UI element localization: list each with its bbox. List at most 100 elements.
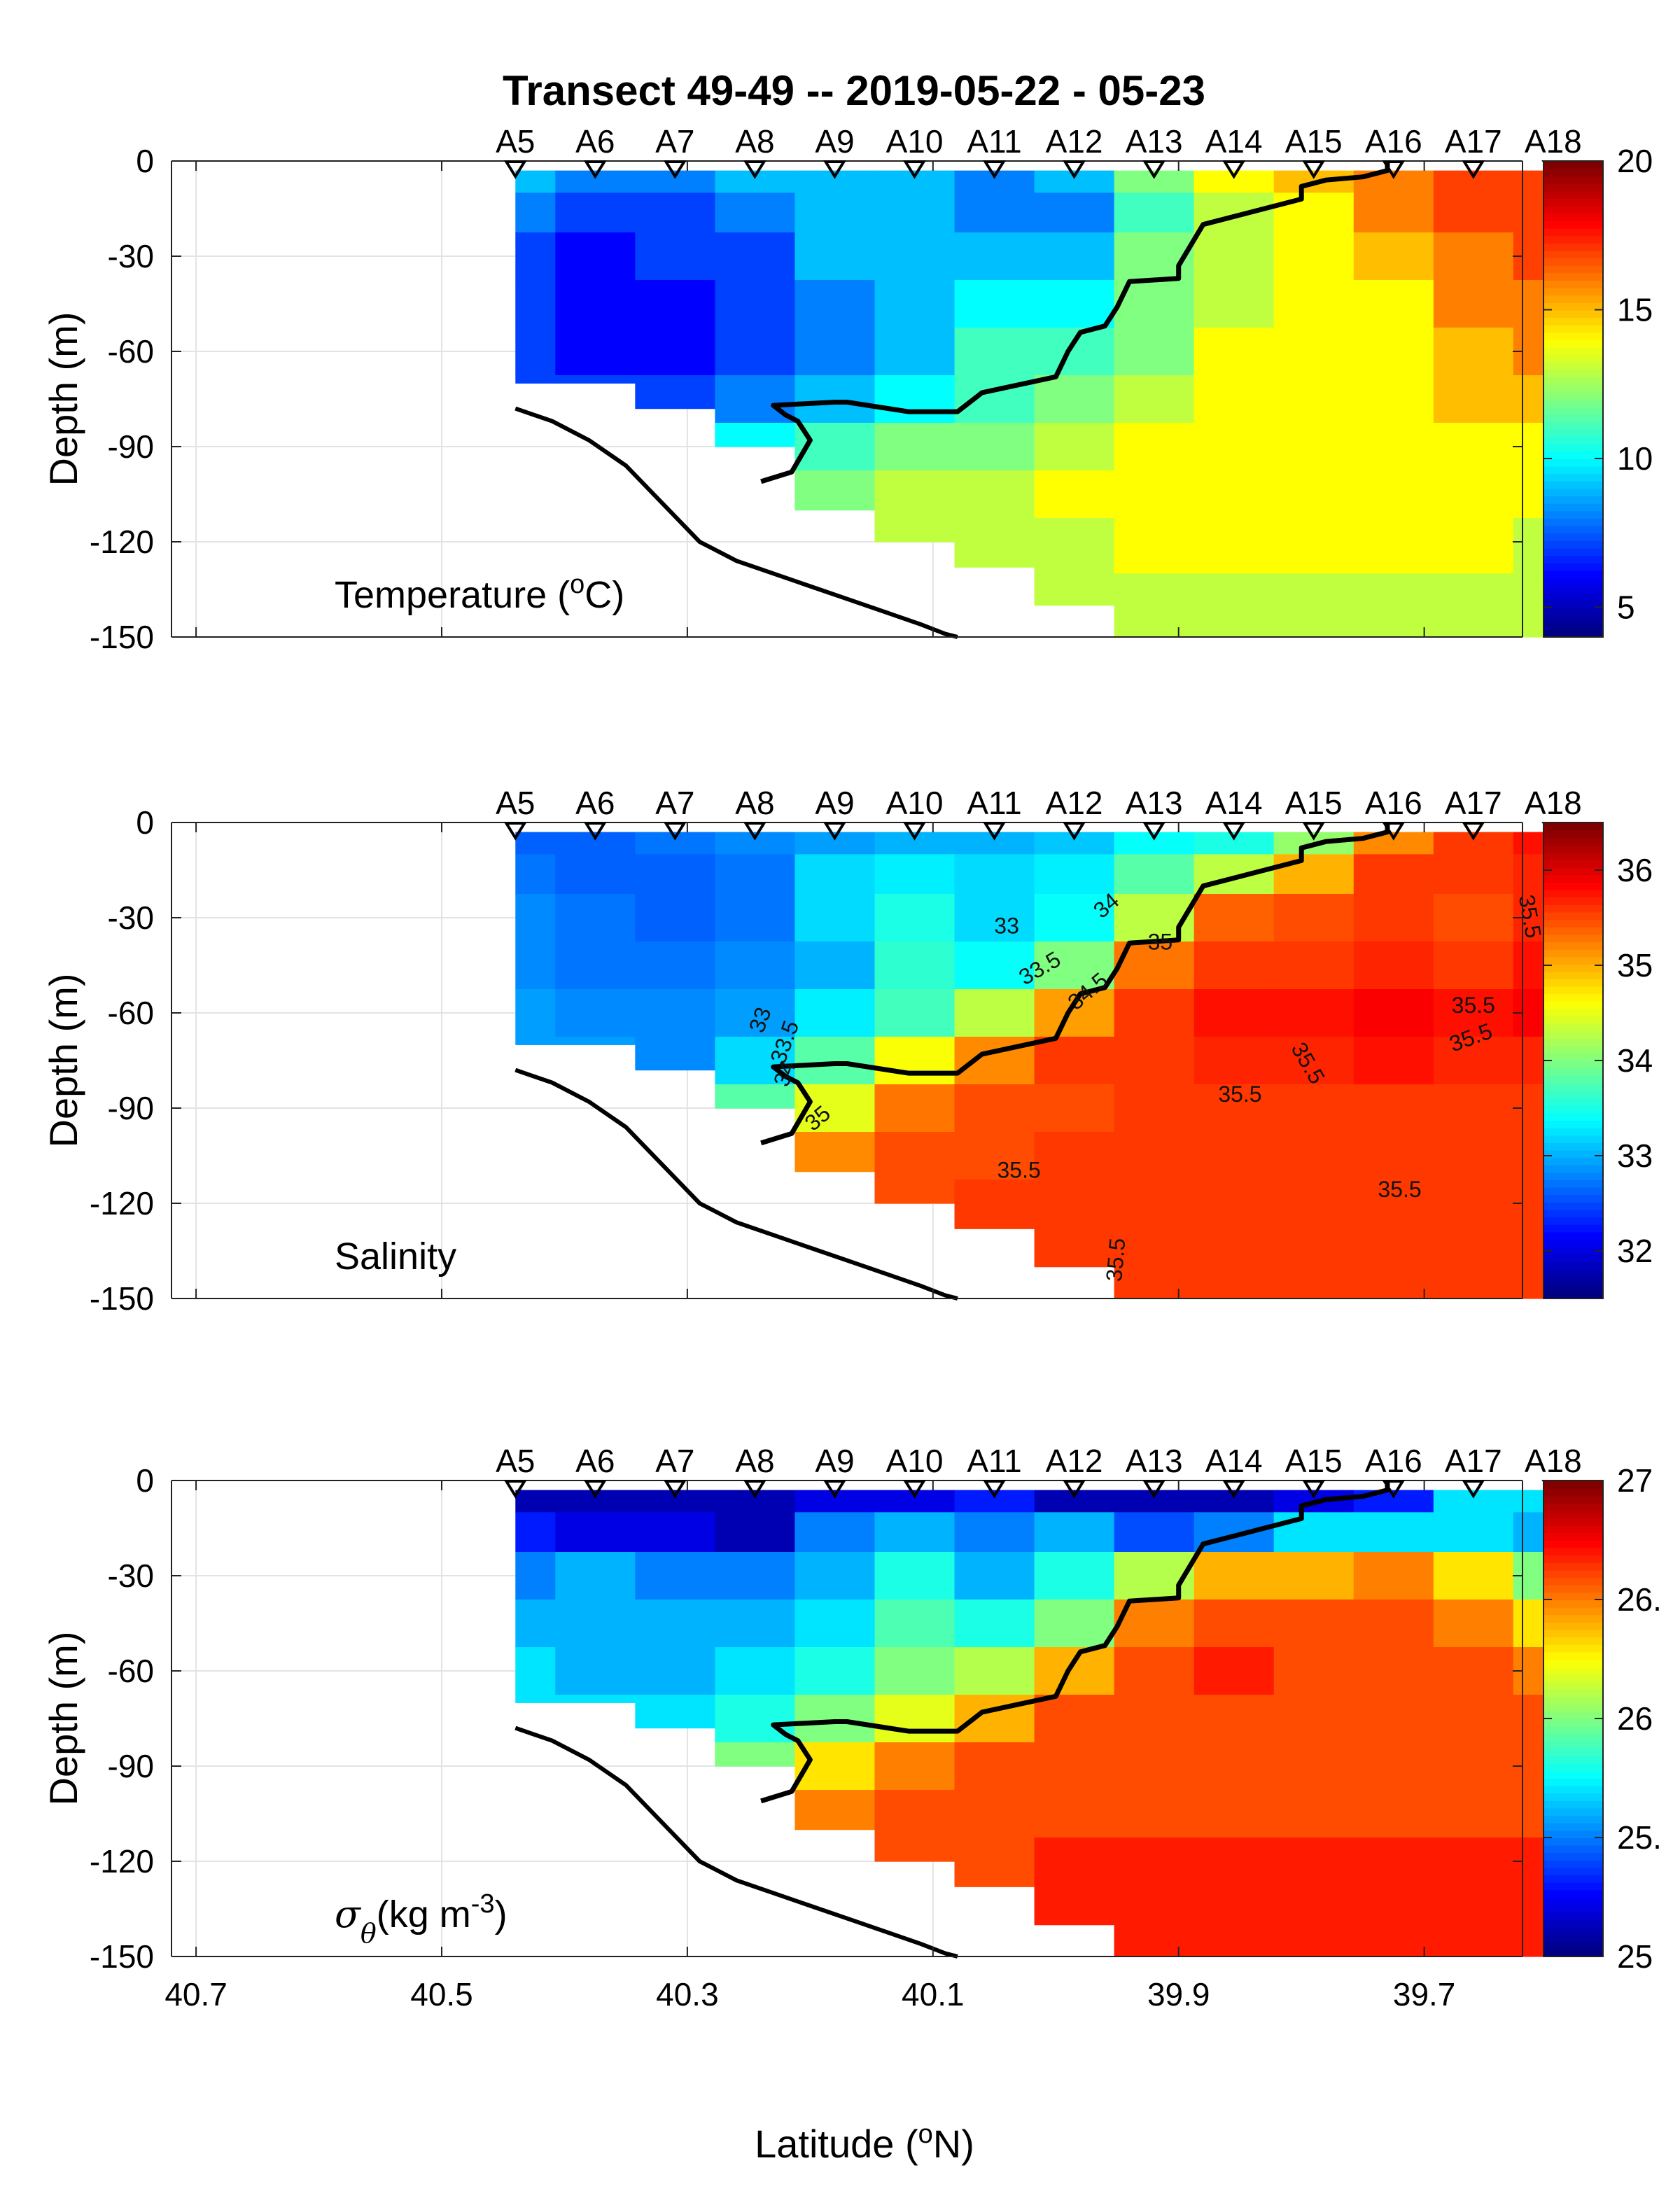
station-label: A6 — [575, 123, 615, 160]
station-triangle-icon — [583, 1480, 607, 1499]
heatmap-cell — [1353, 1647, 1434, 1695]
heatmap-cell — [1353, 1790, 1434, 1838]
x-axis-tick-labels: 40.7 40.5 40.3 40.1 39.9 39.7 — [164, 1976, 1455, 2012]
heatmap-cell — [1433, 470, 1514, 519]
station-triangle-icon — [583, 822, 607, 841]
heatmap-cell — [1114, 1132, 1195, 1180]
y-axis-label: Depth (m) — [41, 974, 85, 1148]
contour-label: 33 — [994, 913, 1019, 939]
station-label: A13 — [1126, 785, 1183, 821]
heatmap-cell — [1353, 1600, 1434, 1648]
colorbar-segment — [1544, 1897, 1603, 1905]
heatmap-cell — [1433, 375, 1514, 424]
station-triangle-icon — [503, 1480, 527, 1499]
heatmap-cell — [1273, 232, 1354, 281]
station-triangle-icon — [743, 1480, 767, 1499]
colorbar-segment — [1544, 547, 1603, 556]
heatmap-cell — [715, 1742, 796, 1767]
station-triangle-icon — [1462, 1480, 1485, 1499]
station-label: A12 — [1046, 1443, 1103, 1479]
station-triangle-icon — [1302, 822, 1326, 841]
station-label: A10 — [886, 1443, 944, 1479]
y-tick-label: 0 — [136, 804, 154, 841]
colorbar-segment — [1544, 1291, 1603, 1299]
heatmap-cell — [1114, 1695, 1195, 1743]
colorbar-segment — [1544, 198, 1603, 206]
station-triangle-icon — [663, 822, 687, 841]
colorbar-segment — [1544, 1919, 1603, 1928]
station-triangle-icon — [1302, 160, 1326, 179]
colorbar-segment — [1544, 562, 1603, 571]
heatmap-cell — [794, 1695, 876, 1743]
colorbar-segment — [1544, 161, 1603, 169]
colorbar-segment — [1544, 555, 1603, 564]
heatmap-cell — [1114, 423, 1195, 471]
colorbar-tick-label: 32 — [1617, 1233, 1653, 1269]
colorbar-segment — [1544, 235, 1603, 244]
heatmap-cell — [1114, 1647, 1195, 1695]
station-markers: A5 A6 A7 A8 A9 A10 A11 A12 A13 A14 A15 A16 A17 A18 — [496, 123, 1582, 179]
colorbar-segment — [1544, 1105, 1603, 1114]
colorbar-segment — [1544, 503, 1603, 512]
y-tick-label: -120 — [90, 1843, 154, 1879]
colorbar-segment — [1544, 1703, 1603, 1712]
station-triangle-icon — [982, 1480, 1007, 1499]
heatmap-cell — [635, 941, 715, 990]
colorbar-segment — [1544, 1547, 1603, 1556]
station-label: A8 — [735, 123, 774, 160]
colorbar-segment — [1544, 1023, 1603, 1032]
colorbar-segment — [1544, 1934, 1603, 1942]
colorbar-segment — [1544, 1488, 1603, 1497]
colorbar-segment — [1544, 1068, 1603, 1077]
heatmap-cell — [635, 1037, 715, 1071]
station-triangle-icon — [663, 160, 687, 179]
heatmap-cell — [635, 375, 715, 410]
station-label: A13 — [1126, 1443, 1183, 1479]
heatmap-cell — [1433, 232, 1514, 281]
colorbar-segment — [1544, 1718, 1603, 1727]
station-triangle-icon — [1302, 1480, 1326, 1499]
theta: θ — [360, 1918, 377, 1949]
heatmap-cell — [1433, 1084, 1514, 1133]
heatmap-cell — [715, 1600, 796, 1648]
y-tick-label: 0 — [136, 143, 154, 179]
colorbar-tick-label: 26 — [1617, 1700, 1653, 1737]
heatmap-cell — [635, 232, 715, 281]
heatmap-cell — [1034, 1512, 1115, 1553]
colorbar-segment — [1544, 540, 1603, 549]
heatmap-cell — [1353, 1180, 1434, 1236]
heatmap-cell — [1194, 1647, 1275, 1695]
heatmap-cell — [954, 989, 1035, 1037]
x-tick-label: 40.7 — [164, 1976, 227, 2012]
heatmap-cell — [1194, 894, 1275, 942]
colorbar-segment — [1544, 1904, 1603, 1913]
colorbar-segment — [1544, 1186, 1603, 1196]
heatmap-cell — [954, 1647, 1035, 1695]
station-triangle-icon — [743, 822, 767, 841]
colorbar-segment — [1544, 1053, 1603, 1061]
colorbar-segment — [1544, 897, 1603, 905]
heatmap-cell — [635, 1552, 715, 1600]
colorbar-segment — [1544, 607, 1603, 616]
x-tick-label: 40.3 — [656, 1976, 719, 2012]
heatmap-cell — [635, 1600, 715, 1648]
colorbar-segment — [1544, 852, 1603, 861]
colorbar-segment — [1544, 317, 1603, 326]
heatmap-cell — [1034, 1037, 1115, 1085]
colorbar-segment — [1544, 213, 1603, 221]
panel-density: 0 -30 -60 -90 -120 -150 Depth (m) A5 A6 A7 A8 A9 A10… — [41, 1443, 1662, 1975]
colorbar-tick-label: 10 — [1617, 440, 1653, 477]
colorbar-segment — [1544, 451, 1603, 459]
heatmap-cell — [874, 1180, 955, 1204]
heatmap-cell — [1034, 518, 1115, 574]
heatmap-cell — [515, 1552, 556, 1600]
colorbar-segment — [1544, 1209, 1603, 1218]
heatmap-cell — [1433, 1132, 1514, 1180]
contour-label: 35.5 — [997, 1158, 1040, 1183]
colorbar-segment — [1544, 1008, 1603, 1017]
station-label: A9 — [815, 123, 854, 160]
heatmap-cell — [715, 989, 796, 1037]
heatmap-cell — [1273, 1647, 1354, 1695]
heatmap-cell — [874, 423, 955, 471]
heatmap-cell — [515, 280, 556, 328]
